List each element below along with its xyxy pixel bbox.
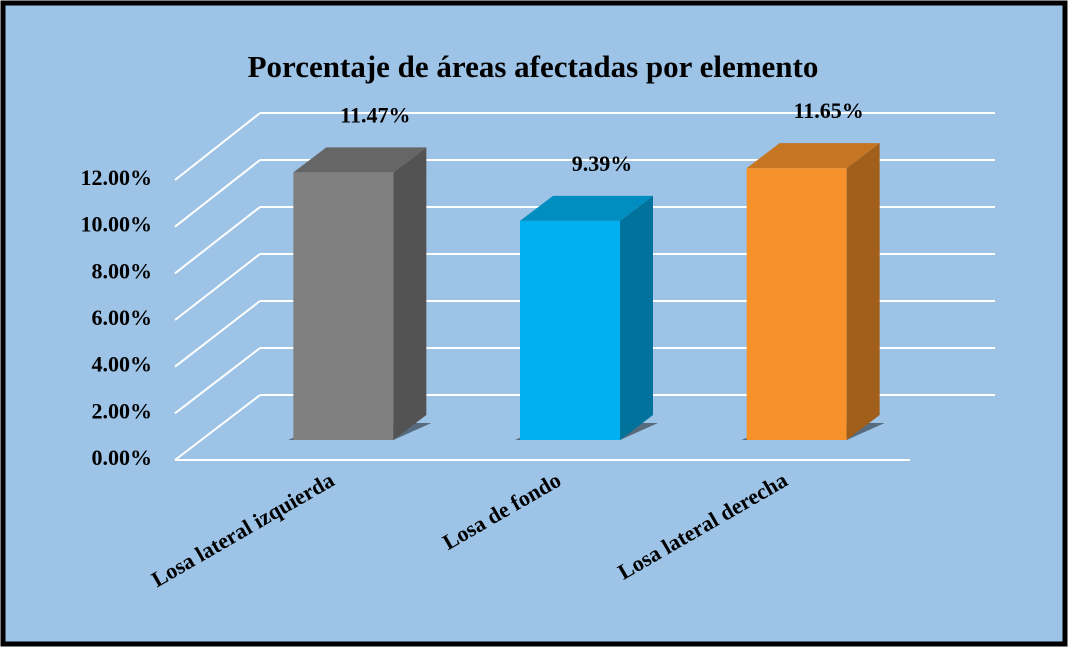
- bar-side: [620, 195, 653, 440]
- bar: [746, 168, 847, 440]
- grid-line: [174, 347, 261, 415]
- chart-title: Porcentaje de áreas afectadas por elemen…: [248, 49, 819, 84]
- y-tick-label: 10.00%: [81, 212, 153, 237]
- y-tick-label: 4.00%: [92, 352, 153, 377]
- value-label: 9.39%: [572, 151, 633, 176]
- y-tick-label: 0.00%: [92, 445, 153, 470]
- bar-top: [293, 147, 427, 173]
- bar-side: [393, 147, 427, 440]
- grid-line: [174, 253, 261, 321]
- bar: [520, 220, 620, 440]
- bar: [293, 172, 394, 440]
- y-tick-label: 2.00%: [92, 398, 153, 423]
- y-tick-label: 6.00%: [92, 305, 153, 330]
- grid-line: [174, 159, 261, 228]
- grid-line: [174, 300, 261, 368]
- bar-top: [746, 143, 880, 169]
- y-tick-label: 12.00%: [81, 165, 153, 190]
- grid-line: [174, 112, 261, 181]
- value-label: 11.47%: [340, 102, 410, 127]
- y-tick-label: 8.00%: [92, 258, 153, 283]
- bar-top: [520, 195, 653, 221]
- grid-line: [174, 206, 261, 275]
- grid-line: [174, 394, 261, 461]
- bar-side: [846, 143, 880, 440]
- value-label: 11.65%: [794, 98, 864, 123]
